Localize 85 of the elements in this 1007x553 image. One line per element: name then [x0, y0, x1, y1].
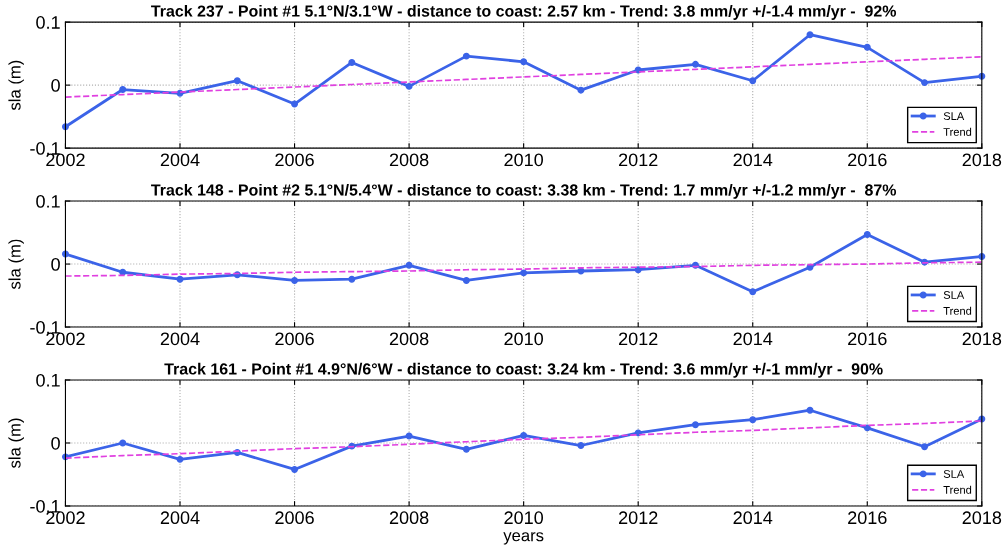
point	[749, 288, 757, 296]
x-tick-label: 2004	[160, 511, 200, 525]
point	[520, 269, 528, 277]
legend-label: Trend	[943, 485, 972, 494]
point	[348, 58, 356, 66]
point	[749, 77, 757, 85]
x-tick-label: 2002	[46, 332, 85, 346]
point	[462, 445, 470, 453]
x-tick-label: 2018	[962, 153, 1002, 167]
y-axis-title: sla (m)	[8, 239, 24, 290]
point	[291, 465, 299, 473]
y-axis-title: sla (m)	[8, 418, 24, 468]
x-tick-label: 2004	[160, 332, 200, 346]
y-tick-label: -0.1	[30, 321, 60, 334]
x-tick-label: 2010	[504, 511, 544, 525]
x-tick-label: 2008	[389, 153, 429, 167]
x-tick-label: 2014	[733, 153, 773, 167]
x-axis-title: years	[503, 532, 544, 545]
x-tick-label: 2010	[504, 332, 544, 346]
y-tick-label: 0.1	[36, 16, 60, 29]
legend-label: Trend	[943, 306, 972, 315]
point	[921, 79, 929, 87]
y-tick-label: -0.1	[30, 142, 60, 155]
y-tick-label: 0	[51, 257, 60, 271]
point	[348, 275, 356, 283]
x-tick-label: 2016	[848, 511, 887, 525]
x-tick-label: 2014	[733, 332, 773, 346]
point	[405, 82, 413, 90]
y-tick-label: 0.1	[36, 373, 60, 387]
x-tick-label: 2008	[389, 511, 429, 525]
point	[577, 86, 585, 94]
point	[291, 276, 299, 284]
point	[176, 455, 184, 463]
point	[176, 275, 184, 283]
legend-label: Trend	[943, 127, 972, 136]
x-tick-label: 2012	[619, 511, 658, 525]
x-tick-label: 2006	[275, 332, 314, 346]
point	[119, 86, 127, 94]
point	[806, 31, 814, 39]
point	[119, 439, 127, 447]
x-tick-label: 2016	[848, 153, 887, 167]
point	[462, 276, 470, 284]
x-tick-label: 2004	[160, 153, 200, 167]
x-tick-label: 2006	[275, 153, 314, 167]
x-tick-label: 2012	[619, 332, 658, 346]
y-tick-label: 0.1	[36, 194, 60, 208]
x-tick-label: 2014	[733, 511, 773, 525]
x-tick-label: 2002	[46, 511, 85, 525]
chart-title: Track 161 - Point #1 4.9°N/6°W - distance to coast: 3.24 km - Trend: 3.6 mm/yr +/-1 mm/yr - 90%	[164, 362, 883, 378]
point	[806, 406, 814, 414]
point	[577, 442, 585, 449]
point	[233, 77, 241, 85]
y-tick-label: 0	[51, 436, 60, 450]
x-tick-label: 2012	[619, 153, 658, 167]
point	[634, 266, 642, 274]
chart-title: Track 148 - Point #2 5.1°N/5.4°W - distance to coast: 3.38 km - Trend: 1.7 mm/yr +/-1.2 mm/yr - 87%	[151, 183, 897, 199]
chart-title: Track 237 - Point #1 5.1°N/3.1°W - distance to coast: 2.57 km - Trend: 3.8 mm/yr +/-1.4 mm/yr - 92%	[151, 4, 897, 20]
point	[863, 424, 871, 432]
x-tick-label: 2002	[46, 153, 85, 167]
point	[520, 58, 528, 66]
legend-label: SLA	[943, 291, 965, 299]
point	[921, 443, 929, 451]
point	[691, 60, 699, 68]
x-tick-label: 2016	[848, 332, 887, 346]
point	[291, 100, 299, 108]
point	[863, 43, 871, 51]
point	[691, 421, 699, 429]
y-axis-title: sla (m)	[8, 60, 24, 111]
point	[749, 416, 757, 424]
x-tick-label: 2008	[389, 332, 429, 346]
x-tick-label: 2010	[504, 153, 544, 167]
point	[462, 52, 470, 60]
x-tick-label: 2018	[962, 511, 1002, 525]
point	[863, 230, 871, 238]
point	[520, 431, 528, 439]
line-series	[64, 55, 983, 98]
legend-label: SLA	[943, 470, 965, 478]
x-tick-label: 2018	[962, 332, 1002, 346]
y-tick-label: 0	[51, 79, 60, 92]
x-tick-label: 2006	[275, 511, 314, 525]
point	[119, 268, 127, 276]
legend-label: SLA	[943, 112, 965, 121]
point	[405, 432, 413, 440]
point	[405, 261, 413, 269]
y-tick-label: -0.1	[30, 499, 60, 513]
